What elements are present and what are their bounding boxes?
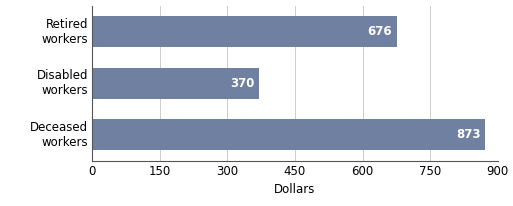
X-axis label: Dollars: Dollars xyxy=(274,183,315,196)
Text: 370: 370 xyxy=(230,77,254,90)
Bar xyxy=(92,16,397,47)
Bar xyxy=(92,68,259,99)
Text: 676: 676 xyxy=(368,25,392,39)
Text: 873: 873 xyxy=(457,128,481,142)
Bar xyxy=(92,119,485,150)
